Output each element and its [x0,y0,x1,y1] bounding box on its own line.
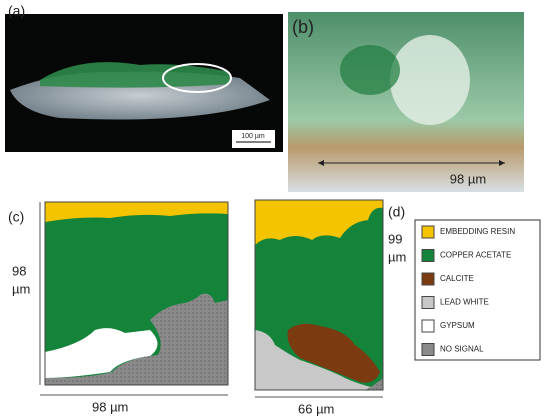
legend-swatch [421,225,435,239]
height-label: 98 [12,263,26,278]
height-label: 99 [388,231,402,246]
panel-label: (c) [8,209,24,225]
gypsum [45,328,158,378]
scale-bar-box [232,130,275,148]
legend-label: LEAD WHITE [440,298,489,307]
white-area [390,35,470,125]
legend-items: EMBEDDING RESIN COPPER ACETATE CALCITE LEAD… [421,225,515,356]
legend-swatch [421,343,435,356]
legend-label: COPPER ACETATE [440,251,511,260]
panel-label: (d) [388,204,405,220]
panel-label: (b) [292,17,314,37]
legend-label: CALCITE [440,274,474,283]
legend-label: EMBEDDING RESIN [440,227,515,236]
highlight-ellipse [162,63,232,93]
green-layer [40,62,230,88]
resin [255,200,383,245]
map-frame [254,199,384,391]
height-label: µm [12,281,30,296]
legend-label: GYPSUM [440,321,475,330]
width-label: 98 µm [450,171,486,186]
no-signal [365,378,383,390]
panel-label: (a) [8,3,25,19]
legend-swatch [421,296,435,309]
lead-white [255,330,383,390]
resin [45,202,228,222]
scale-bar-label: 100 µm [241,133,265,140]
green-area [340,45,400,95]
no-signal [45,293,228,385]
legend-swatch [421,249,435,262]
calcite [287,323,380,383]
width-label: 98 µm [92,399,128,414]
map-frame [44,201,229,386]
legend-label: NO SIGNAL [440,345,484,354]
legend-swatch [421,319,435,333]
width-label: 66 µm [298,401,334,416]
legend [414,219,541,361]
height-label: µm [388,249,406,264]
legend-swatch [421,272,435,286]
